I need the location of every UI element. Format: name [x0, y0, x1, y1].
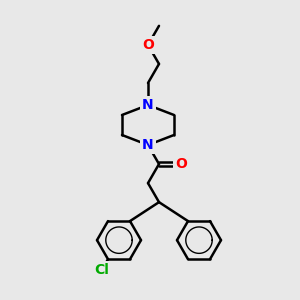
- Text: O: O: [142, 38, 154, 52]
- Text: Cl: Cl: [94, 262, 110, 277]
- Text: N: N: [142, 98, 154, 112]
- Text: N: N: [142, 138, 154, 152]
- Text: O: O: [175, 157, 187, 171]
